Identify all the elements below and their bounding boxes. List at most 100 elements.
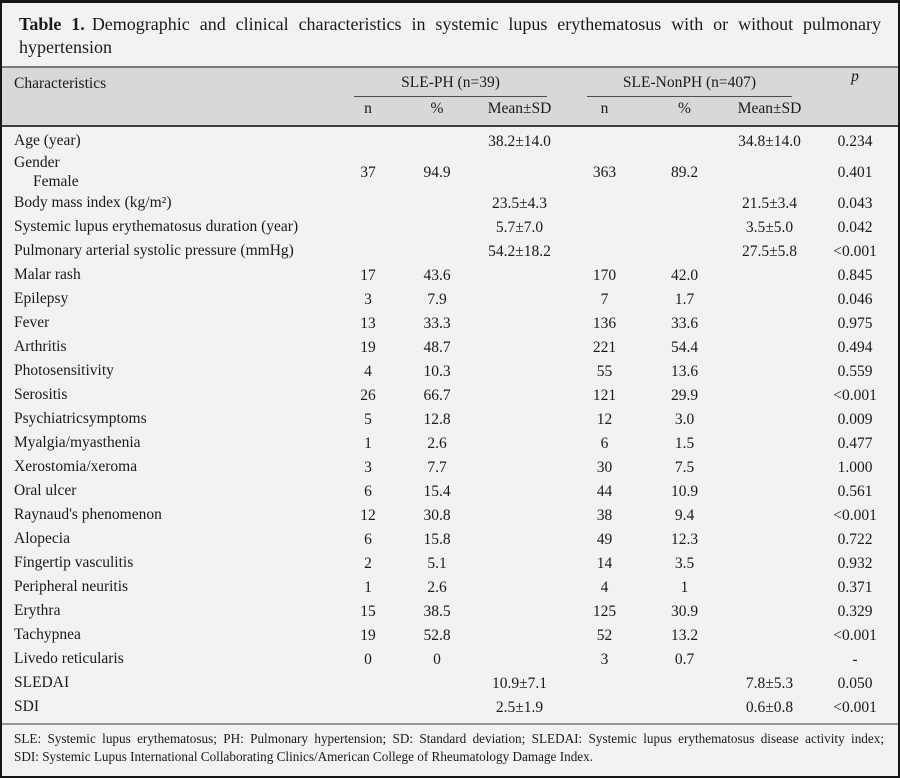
cell-n1	[334, 126, 402, 154]
table-row: Livedo reticularis 0 0 3 0.7 -	[2, 648, 898, 672]
cell-pct2: 54.4	[670, 338, 699, 356]
table-number-label: Table 1.	[19, 14, 85, 34]
table-row: Myalgia/myasthenia 1 2.6 6 1.5 0.477	[2, 432, 898, 456]
row-characteristic-cell: Fever	[2, 312, 334, 336]
cell-n2: 14	[596, 554, 613, 572]
cell-pct1: 66.7	[423, 386, 451, 404]
cell-n1: 5	[364, 410, 372, 428]
cell-mean1	[472, 154, 567, 192]
cell-pct1	[402, 240, 472, 264]
group-underline	[354, 95, 548, 97]
row-characteristic-cell: Xerostomia/xeroma	[2, 456, 334, 480]
cell-mean1	[472, 456, 567, 480]
table-header: Characteristics SLE-PH (n=39) SLE-NonPH …	[2, 66, 898, 126]
characteristic-label: SLEDAI	[14, 674, 70, 692]
cell-n1: 1	[364, 434, 372, 452]
group-underline	[587, 95, 793, 97]
table-caption-text: Demographic and clinical characteristics…	[91, 14, 881, 34]
column-header-n-ph: n	[364, 99, 372, 117]
table-row: Malar rash 17 43.6 170 42.0 0.845	[2, 264, 898, 288]
characteristic-label: Pulmonary arterial systolic pressure (mm…	[14, 242, 294, 260]
p-header-label: p	[851, 67, 859, 85]
cell-p: 0.329	[837, 602, 873, 620]
cell-pct1: 2.6	[427, 578, 447, 596]
cell-pct1	[402, 216, 472, 240]
cell-pct1: 48.7	[423, 338, 451, 356]
cell-pct2: 1.5	[674, 434, 695, 452]
header-subcolumn-row: n % Mean±SD n % Mean±SD	[2, 97, 898, 126]
cell-mean1	[472, 528, 567, 552]
cell-n1: 15	[360, 602, 376, 620]
cell-pct2: 9.4	[674, 506, 695, 524]
cell-n1: 37	[360, 163, 376, 181]
cell-n2: 121	[592, 386, 617, 404]
table-row: Serositis 26 66.7 121 29.9 <0.001	[2, 384, 898, 408]
cell-mean1: 2.5±1.9	[495, 698, 544, 716]
column-header-mean-nonph: Mean±SD	[737, 99, 802, 117]
table-row: Raynaud's phenomenon 12 30.8 38 9.4 <0.001	[2, 504, 898, 528]
cell-n1: 4	[364, 362, 372, 380]
cell-p: <0.001	[833, 242, 877, 260]
cell-n1: 3	[364, 290, 372, 308]
cell-p: 0.234	[837, 132, 873, 150]
cell-n2: 6	[600, 434, 609, 452]
characteristic-label: Body mass index (kg/m²)	[14, 194, 172, 212]
cell-mean1: 54.2±18.2	[488, 242, 551, 260]
cell-p: 0.401	[837, 163, 873, 181]
cell-mean2	[727, 552, 812, 576]
cell-mean2	[727, 504, 812, 528]
characteristic-label: Gender	[14, 153, 60, 171]
cell-pct2	[642, 696, 727, 720]
cell-n2: 38	[596, 506, 613, 524]
cell-p: 0.559	[837, 362, 873, 380]
characteristic-label: Livedo reticularis	[14, 650, 124, 668]
cell-pct1: 30.8	[423, 506, 451, 524]
cell-mean2	[727, 408, 812, 432]
cell-pct2: 7.5	[674, 458, 695, 476]
cell-n1	[334, 216, 402, 240]
cell-pct2: 3.0	[674, 410, 695, 428]
cell-mean1	[472, 264, 567, 288]
cell-mean2	[727, 264, 812, 288]
characteristic-label: Peripheral neuritis	[14, 578, 129, 596]
row-characteristic-cell: Peripheral neuritis	[2, 576, 334, 600]
cell-n2: 12	[596, 410, 613, 428]
row-characteristic-cell: Photosensitivity	[2, 360, 334, 384]
cell-n2: 125	[592, 602, 617, 620]
row-characteristic-cell: Alopecia	[2, 528, 334, 552]
table-row: Fever 13 33.3 136 33.6 0.975	[2, 312, 898, 336]
cell-mean2	[727, 288, 812, 312]
cell-n1	[334, 672, 402, 696]
cell-pct1: 10.3	[423, 362, 451, 380]
cell-n2: 7	[600, 290, 609, 308]
row-characteristic-cell: Arthritis	[2, 336, 334, 360]
cell-n2: 44	[596, 482, 613, 500]
cell-p: 0.043	[837, 194, 873, 212]
row-characteristic-cell: Livedo reticularis	[2, 648, 334, 672]
table-row: Body mass index (kg/m²) 23.5±4.3 21.5±3.4 0…	[2, 192, 898, 216]
cell-n1: 19	[360, 338, 376, 356]
cell-mean1	[472, 624, 567, 648]
cell-p: 0.046	[837, 290, 873, 308]
cell-n1: 26	[360, 386, 376, 404]
table-row: Systemic lupus erythematosus duration (y…	[2, 216, 898, 240]
row-characteristic-cell: Oral ulcer	[2, 480, 334, 504]
cell-p: 0.975	[837, 314, 873, 332]
column-group-sle-ph: SLE-PH (n=39)	[334, 67, 567, 97]
cell-mean1	[472, 600, 567, 624]
cell-n2: 170	[592, 266, 617, 284]
table-row: Epilepsy 3 7.9 7 1.7 0.046	[2, 288, 898, 312]
table-row: Fingertip vasculitis 2 5.1 14 3.5 0.932	[2, 552, 898, 576]
cell-pct2: 33.6	[670, 314, 699, 332]
row-characteristic-cell: Pulmonary arterial systolic pressure (mm…	[2, 240, 334, 264]
cell-p: 0.845	[837, 266, 873, 284]
cell-mean1	[472, 288, 567, 312]
column-header-p: p	[812, 67, 898, 126]
cell-mean2	[727, 624, 812, 648]
row-characteristic-cell: Epilepsy	[2, 288, 334, 312]
table-row: Peripheral neuritis 1 2.6 4 1 0.371	[2, 576, 898, 600]
cell-mean1	[472, 552, 567, 576]
cell-n2: 52	[596, 626, 613, 644]
characteristic-label: Xerostomia/xeroma	[14, 458, 138, 476]
cell-p: <0.001	[833, 626, 877, 644]
